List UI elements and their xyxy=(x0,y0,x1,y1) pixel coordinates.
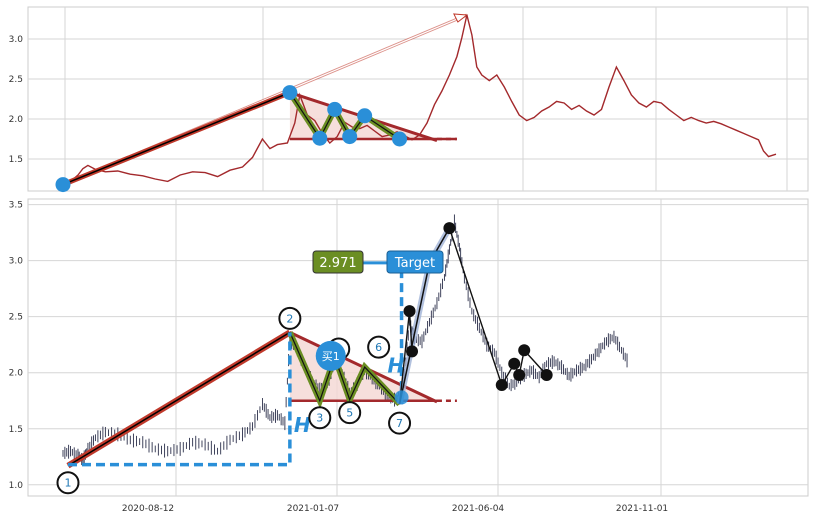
bottom-ytick-label-0: 1.0 xyxy=(9,481,24,491)
target-box-label: Target xyxy=(394,256,435,271)
point-marker-3 xyxy=(338,401,362,425)
target-box xyxy=(386,250,444,274)
top-pattern-marker-3 xyxy=(327,101,343,117)
value-box-label: 2.971 xyxy=(319,256,356,271)
top-ytick-label-0: 1.5 xyxy=(9,155,23,165)
swing-point-4 xyxy=(508,357,521,370)
bottom-zigzag-core xyxy=(289,332,401,405)
top-uptrend-core xyxy=(62,91,291,186)
swing-point-5 xyxy=(513,368,526,381)
value-box xyxy=(312,250,364,274)
xtick-label-3: 2021-11-01 xyxy=(616,504,668,514)
point-label-2: 3 xyxy=(316,412,323,425)
bottom-ytick-label-1: 1.5 xyxy=(9,425,23,435)
top-pattern-marker-1 xyxy=(282,85,298,101)
point-label-1: 2 xyxy=(286,312,293,325)
point-label-0: 1 xyxy=(64,477,71,490)
xtick-label-0: 2020-08-12 xyxy=(122,504,174,514)
point-label-4: 6 xyxy=(375,341,382,354)
top-price-line xyxy=(62,14,777,186)
top-pattern-marker-0 xyxy=(55,177,71,193)
point-marker-5 xyxy=(388,411,412,435)
bottom-uptrend-core xyxy=(67,331,291,467)
top-ytick-label-1: 2.0 xyxy=(9,115,24,125)
xtick-label-2: 2021-06-04 xyxy=(452,504,505,514)
point-marker-2 xyxy=(308,406,332,430)
h-label-left: H xyxy=(294,413,311,437)
bottom-ytick-label-4: 3.0 xyxy=(9,257,24,267)
bottom-ytick-label-5: 3.5 xyxy=(9,201,23,211)
h-label-right: H xyxy=(388,354,405,378)
top-plot-area xyxy=(27,6,809,192)
bottom-ytick-label-3: 2.5 xyxy=(9,313,23,323)
bottom-ytick-label-2: 2.0 xyxy=(9,369,24,379)
swing-point-6 xyxy=(518,344,531,357)
bottom-plot-area xyxy=(27,198,809,497)
top-projection-arrowhead xyxy=(453,13,469,23)
top-ytick-label-3: 3.0 xyxy=(9,35,24,45)
swing-point-0 xyxy=(403,305,416,318)
point-marker-1 xyxy=(278,306,302,330)
point-marker-4 xyxy=(367,335,391,359)
swing-point-7 xyxy=(540,368,553,381)
point-label-3: 5 xyxy=(346,407,353,420)
point-label-5: 7 xyxy=(396,417,403,430)
xtick-label-1: 2021-01-07 xyxy=(287,504,339,514)
point-marker-0 xyxy=(56,471,80,495)
swing-point-3 xyxy=(495,379,508,392)
bottom-panel: 1.0 1.5 2.0 2.5 3.0 3.5 2020-08-12 2021-01-07 20… xyxy=(9,198,809,514)
top-pattern-marker-5 xyxy=(357,108,373,124)
buy-marker xyxy=(315,340,346,371)
top-panel: 1.5 2.0 2.5 3.0 xyxy=(9,6,809,193)
measure-h-left xyxy=(67,332,292,467)
buy-label: 买1 xyxy=(322,350,340,363)
top-pattern-marker-4 xyxy=(342,129,358,145)
swing-point-2 xyxy=(443,222,456,235)
breakout-marker xyxy=(394,390,409,405)
top-ytick-label-2: 2.5 xyxy=(9,75,23,85)
top-pattern-marker-2 xyxy=(312,130,328,146)
swing-point-1 xyxy=(406,345,419,358)
top-pattern-marker-6 xyxy=(392,131,408,147)
